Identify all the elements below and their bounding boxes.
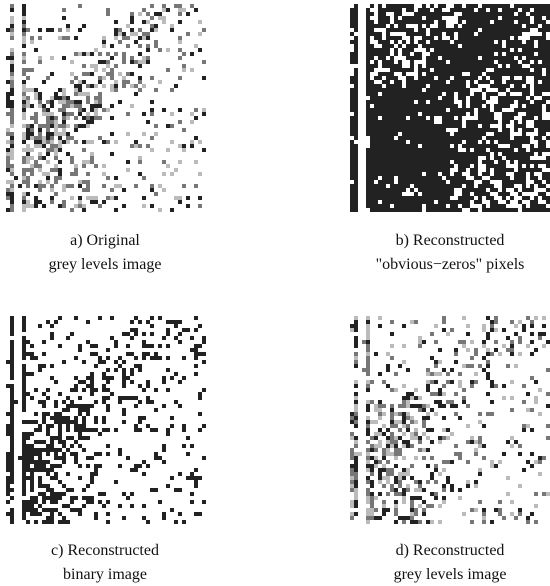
caption-line: b) Reconstructed xyxy=(396,232,505,249)
pixel-image xyxy=(350,316,550,524)
panel: d) Reconstructed grey levels image xyxy=(350,316,550,583)
caption-line: c) Reconstructed xyxy=(51,542,159,559)
caption-line: binary image xyxy=(63,566,147,583)
pixel-image xyxy=(350,4,550,212)
panel: a) Original grey levels image xyxy=(6,4,206,273)
caption-line: grey levels image xyxy=(394,566,507,583)
caption-line: a) Original xyxy=(70,232,140,249)
panel: c) Reconstructed binary image xyxy=(6,316,206,583)
caption-line: d) Reconstructed xyxy=(396,542,505,559)
caption-line: "obvious−zeros" pixels xyxy=(376,256,525,273)
panel: b) Reconstructed "obvious−zeros" pixels xyxy=(350,4,550,273)
caption-line: grey levels image xyxy=(49,256,162,273)
pixel-image xyxy=(6,4,206,212)
pixel-image xyxy=(6,316,206,524)
pixel-image xyxy=(6,4,206,212)
pixel-image xyxy=(350,316,550,524)
